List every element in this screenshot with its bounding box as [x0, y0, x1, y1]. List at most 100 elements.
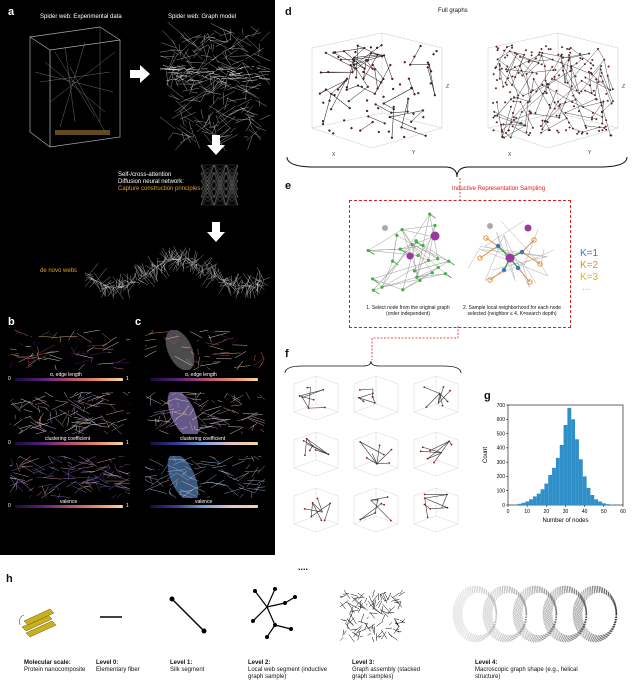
panel-h-label: h [6, 573, 13, 585]
panel-b-colorbar-1-min: 0 [8, 376, 11, 382]
axis-x-right: X [508, 152, 512, 158]
histogram-bar [529, 499, 533, 505]
histogram-bar [536, 493, 541, 505]
panel-c-colorbar-2 [150, 442, 258, 445]
panel-c-colorbar-2-label: clustering coefficient [180, 436, 226, 442]
graph-sample-5 [353, 431, 399, 477]
level-0-desc: Elementary fiber [96, 667, 140, 673]
de-novo-web-strand [85, 246, 270, 300]
attention-line-2: Diffusion neural network: [118, 179, 184, 185]
arrow-down-icon-1 [207, 135, 225, 155]
x-tick-label: 30 [563, 509, 569, 515]
x-tick-label: 10 [524, 509, 530, 515]
histogram-bar [532, 496, 537, 505]
y-axis-label: Count [483, 447, 489, 463]
histogram-bar [552, 467, 556, 505]
x-tick-label: 60 [620, 509, 626, 515]
axis-x-left: X [332, 152, 336, 158]
arrow-right-icon [130, 65, 150, 83]
level-0: Level 0: Elementary fiber [96, 660, 166, 674]
level-3-desc: Graph assembly (stacked graph samples) [352, 667, 421, 680]
k2-legend: K=2 [580, 260, 599, 271]
level-molecular: Molecular scale: Protein nanocomposite [24, 660, 94, 674]
panel-f-label: f [285, 348, 289, 360]
histogram-bar [540, 489, 545, 505]
level-1: Level 1: Silk segment [170, 660, 240, 674]
panel-d-label: d [285, 6, 292, 18]
x-tick-label: 40 [582, 509, 588, 515]
full-graph-plot-left: X Y Z [311, 32, 449, 158]
level-4-name: Level 4: [475, 660, 498, 666]
y-tick-label: 400 [497, 446, 506, 452]
silk-segment-icon [169, 596, 207, 634]
panel-b-colorbar-1-label: α, edge length [50, 372, 82, 378]
panel-b-colorbar-2-min: 0 [8, 440, 11, 446]
histogram-bar [563, 425, 568, 505]
histogram-bar [586, 487, 591, 505]
histogram-bar [544, 483, 549, 505]
panel-e-label: e [285, 180, 292, 192]
panel-c-image-3 [145, 456, 265, 498]
k3-legend: K=3 [580, 272, 599, 283]
panel-b-colorbar-2-label: clustering coefficient [45, 436, 91, 442]
axis-z-right: Z [622, 84, 625, 90]
k1-legend: K=1 [580, 248, 599, 259]
panel-b-label: b [8, 316, 15, 328]
hierarchy-dots: .... [298, 562, 309, 572]
panel-c-colorbar-3 [150, 505, 258, 508]
panel-a-background [0, 0, 275, 305]
axis-y-right: Y [588, 150, 592, 156]
node-count-histogram: 0 10 20 30 40 50 600100200300400500600700Numbe… [483, 403, 626, 524]
histogram-bar [548, 475, 553, 505]
level-4-desc: Macroscopic graph shape (e.g., helical s… [475, 667, 578, 680]
panel-b-colorbar-1 [15, 378, 123, 381]
level-1-desc: Silk segment [170, 667, 205, 673]
graph-sample-4 [293, 431, 339, 477]
sampling-connector-top [459, 178, 461, 200]
y-tick-label: 200 [497, 474, 506, 480]
histogram-bar [525, 501, 530, 505]
graph-sample-6 [413, 431, 459, 477]
original-graph-sketch [366, 212, 455, 295]
attention-line-3: Capture construction principles [118, 186, 201, 192]
y-tick-label: 500 [497, 431, 506, 437]
graph-sample-8 [353, 487, 399, 533]
full-graph-plot-right: X Y Z [487, 32, 625, 158]
elementary-fiber-icon [100, 616, 122, 618]
graph-model-cube [160, 22, 270, 151]
graph-sample-7 [293, 487, 339, 533]
panel-b-colorbar-3-min: 0 [8, 503, 11, 509]
local-web-segment-icon [251, 587, 297, 639]
panel-a-label: a [8, 6, 15, 18]
histogram-bar [578, 459, 583, 505]
y-tick-label: 0 [502, 503, 505, 509]
histogram-bar [555, 457, 560, 505]
level-1-name: Level 1: [170, 660, 193, 666]
panel-b-image-2 [10, 392, 130, 434]
level-molecular-desc: Protein nanocomposite [24, 667, 86, 673]
full-graphs-title: Full graphs [438, 8, 468, 14]
histogram-bar [567, 407, 572, 505]
level-2: Level 2: Local web segment (inductive gra… [248, 660, 328, 681]
level-4: Level 4: Macroscopic graph shape (e.g., h… [475, 660, 595, 681]
graph-sample-2 [353, 375, 399, 421]
sample-brace [284, 360, 462, 374]
experimental-data-title: Spider web: Experimental data [40, 14, 122, 20]
y-tick-label: 100 [497, 489, 506, 495]
panel-b-colorbar-1-max: 1 [126, 376, 129, 382]
full-graphs-brace [286, 156, 628, 178]
helical-structure-image [452, 585, 618, 643]
level-molecular-name: Molecular scale: [24, 660, 71, 666]
neural-network-sketch [200, 164, 239, 206]
panel-b-image-3 [10, 456, 130, 498]
level-3: Level 3: Graph assembly (stacked graph sa… [352, 660, 432, 681]
histogram-bar [571, 419, 576, 505]
level-2-name: Level 2: [248, 660, 271, 666]
y-tick-label: 700 [497, 403, 506, 409]
panel-bc-background [0, 305, 275, 555]
panel-b-colorbar-3-label: valence [60, 499, 78, 505]
arrow-down-icon-2 [207, 222, 225, 242]
inductive-sampling-title: Inductive Representation Sampling [452, 186, 546, 192]
panel-b-colorbar-3 [15, 505, 123, 508]
x-tick-label: 20 [544, 509, 550, 515]
